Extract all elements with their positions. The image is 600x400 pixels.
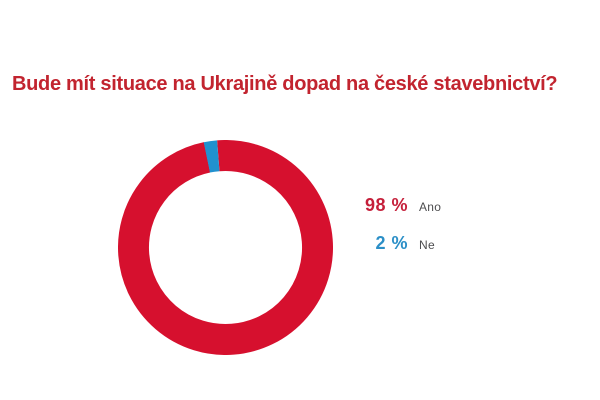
chart-title: Bude mít situace na Ukrajině dopad na če…	[12, 73, 558, 95]
legend-value-ano: 98 %	[364, 195, 408, 215]
legend-value-ne: 2 %	[375, 233, 408, 253]
chart-legend: 98 % Ano 2 % Ne	[356, 195, 441, 253]
donut-chart-svg	[118, 140, 333, 355]
legend-label-ne: Ne	[419, 238, 435, 252]
legend-item-ano: 98 % Ano	[356, 195, 441, 215]
donut-slice-ne	[118, 140, 333, 355]
legend-label-ano: Ano	[419, 200, 442, 214]
legend-item-ne: 2 % Ne	[356, 233, 441, 253]
donut-slice-ano	[118, 140, 333, 355]
donut-chart	[118, 140, 333, 355]
